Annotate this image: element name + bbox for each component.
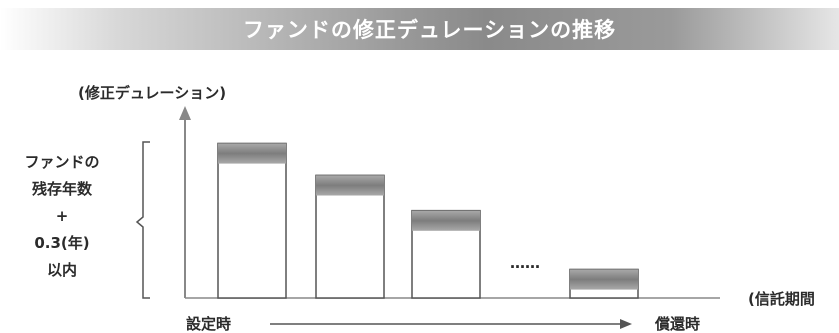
bar-1 <box>217 142 287 299</box>
range-label-line-1: ファンドの <box>24 153 99 171</box>
x-end-label: 償還時 <box>654 315 700 333</box>
y-axis-arrow-icon <box>179 106 191 120</box>
y-axis-label: (修正デュレーション) <box>78 84 226 102</box>
bar-2-range-band <box>316 175 384 196</box>
range-label-line-2: 残存年数 <box>32 180 93 198</box>
chart-title: ファンドの修正デュレーションの推移 <box>242 18 617 42</box>
range-label-line-4: 0.3(年) <box>34 234 89 252</box>
x-start-label: 設定時 <box>186 315 231 333</box>
bar-3-range-band <box>412 210 480 231</box>
ellipsis-mark: …… <box>510 254 540 272</box>
bar-2 <box>315 174 385 299</box>
timeline-arrow-icon <box>620 319 632 329</box>
x-axis-label: (信託期間 <box>748 290 815 308</box>
range-label-line-3: + <box>56 207 69 225</box>
title-bar: ファンドの修正デュレーションの推移 <box>0 8 839 50</box>
range-bracket <box>135 141 150 299</box>
bar-4-range-band <box>570 269 638 290</box>
bar-1-range-band <box>218 143 286 164</box>
range-label-line-5: 以内 <box>47 261 77 279</box>
bars-group <box>217 142 639 299</box>
